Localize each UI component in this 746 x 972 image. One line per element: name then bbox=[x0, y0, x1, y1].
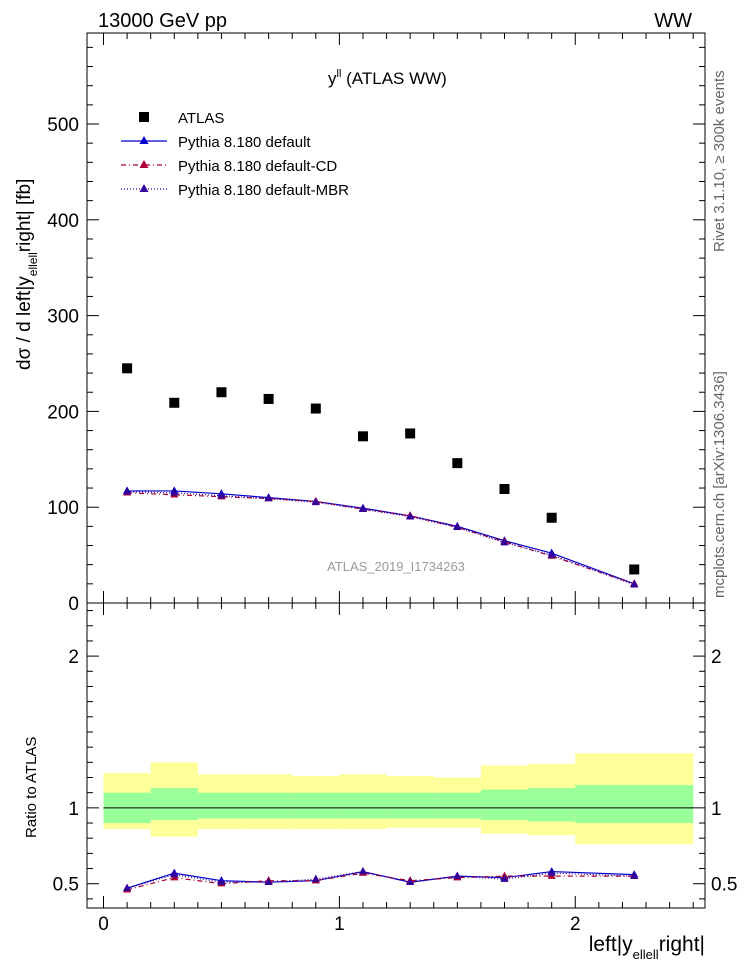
ratio-band-inner bbox=[386, 792, 434, 819]
ratio-point-mbr bbox=[123, 883, 132, 891]
ratio-line-cd bbox=[126, 872, 635, 891]
main-point-atlas bbox=[546, 512, 557, 523]
ratio-point-mbr bbox=[311, 874, 320, 882]
ratio-xtick-label: 2 bbox=[570, 914, 581, 935]
ratio-point-mbr bbox=[217, 877, 226, 885]
x-label-part-a: left|y bbox=[589, 933, 633, 956]
main-point-mbr bbox=[170, 488, 179, 496]
legend-marker-mbr bbox=[139, 184, 149, 192]
main-panel: 0 100 200 300 400 500 yll (ATLAS WW) dσ / d l… bbox=[14, 32, 706, 615]
main-point-mbr bbox=[453, 522, 462, 531]
main-y-axis-label: dσ / d left|yellellright| [fb] bbox=[14, 179, 40, 370]
main-point-mbr bbox=[311, 497, 320, 506]
rivet-version-text: Rivet 3.1.10, ≥ 300k events bbox=[711, 70, 728, 252]
ratio-xtick-label: 0 bbox=[98, 914, 109, 935]
ratio-point-mbr bbox=[170, 870, 179, 878]
mcplots-source-text: mcplots.cern.ch [arXiv:1306.3436] bbox=[711, 371, 728, 598]
ratio-line-mbr bbox=[126, 870, 635, 889]
chart-title-rest: (ATLAS WW) bbox=[341, 69, 446, 88]
ratio-point-mbr bbox=[358, 867, 368, 875]
ratio-uncertainty-bands bbox=[103, 753, 694, 845]
main-line-mbr bbox=[127, 491, 635, 586]
main-point-mbr bbox=[217, 491, 226, 499]
ratio-point-mbr bbox=[630, 871, 639, 879]
x-label-subscript: ellell bbox=[633, 947, 659, 962]
x-axis-label: left|yellellright| bbox=[589, 933, 705, 962]
main-ytick-label: 200 bbox=[47, 402, 79, 423]
legend: ATLAS Pythia 8.180 default Pythia 8.180 … bbox=[121, 110, 349, 199]
ratio-ytick-label: 2 bbox=[68, 647, 79, 668]
analysis-watermark: ATLAS_2019_I1734263 bbox=[327, 559, 465, 574]
ratio-line-default bbox=[126, 870, 635, 889]
main-point-mbr bbox=[547, 550, 556, 558]
ratio-series-layer bbox=[123, 867, 639, 893]
main-point-mbr bbox=[500, 538, 509, 546]
y-label-part-a: dσ / d left|y bbox=[14, 276, 35, 370]
x-label-part-b: right| bbox=[659, 933, 705, 956]
main-point-mbr bbox=[406, 512, 415, 520]
main-ytick-label: 500 bbox=[47, 115, 79, 136]
main-point-atlas bbox=[499, 484, 510, 494]
ratio-xtick-label: 1 bbox=[334, 914, 345, 935]
main-point-mbr bbox=[123, 487, 132, 495]
chart-title-main: y bbox=[328, 69, 337, 88]
main-point-mbr bbox=[358, 504, 368, 512]
ratio-ytick-label-right: 1 bbox=[711, 799, 722, 820]
ratio-band-inner bbox=[245, 792, 293, 819]
main-point-atlas bbox=[216, 387, 227, 398]
ratio-band-inner bbox=[150, 788, 198, 820]
ratio-point-mbr bbox=[547, 868, 556, 876]
y-label-subscript: ellell bbox=[26, 252, 40, 276]
ratio-point-mbr bbox=[453, 871, 462, 879]
main-point-mbr bbox=[630, 580, 639, 588]
main-point-atlas bbox=[357, 431, 368, 442]
ratio-point-mbr bbox=[500, 874, 509, 882]
ratio-ytick-label-right: 0.5 bbox=[711, 875, 737, 896]
ratio-panel: 0.5 0.5 1 1 2 2 0 1 2 Ratio to ATLAS bbox=[23, 602, 737, 935]
legend-label-atlas: ATLAS bbox=[178, 110, 224, 127]
main-series-layer bbox=[122, 363, 640, 588]
process-label: WW bbox=[654, 10, 692, 32]
main-ticks: 0 100 200 300 400 500 bbox=[47, 33, 705, 615]
ratio-band-inner bbox=[575, 785, 694, 824]
ratio-point-mbr bbox=[406, 877, 415, 885]
main-ytick-label: 0 bbox=[68, 594, 79, 615]
main-point-atlas bbox=[310, 403, 321, 414]
main-point-atlas bbox=[452, 458, 463, 469]
chart-title-sup: ll bbox=[337, 68, 342, 80]
ratio-ytick-label-right: 2 bbox=[711, 647, 722, 668]
legend-marker-cd bbox=[139, 160, 149, 168]
ratio-point-mbr bbox=[264, 877, 273, 885]
ratio-band-inner bbox=[197, 792, 246, 819]
legend-marker-default bbox=[139, 136, 149, 144]
main-ytick-label: 300 bbox=[47, 307, 79, 328]
legend-label-cd: Pythia 8.180 default-CD bbox=[178, 158, 337, 175]
energy-label: 13000 GeV pp bbox=[98, 10, 227, 32]
ratio-frame bbox=[86, 602, 706, 909]
ratio-ytick-label: 0.5 bbox=[53, 875, 79, 896]
main-point-atlas bbox=[629, 564, 640, 575]
legend-label-default: Pythia 8.180 default bbox=[178, 134, 311, 151]
ratio-ytick-label: 1 bbox=[68, 799, 79, 820]
main-point-atlas bbox=[122, 363, 133, 374]
legend-marker-atlas bbox=[139, 112, 149, 122]
ratio-y-axis-label: Ratio to ATLAS bbox=[23, 737, 40, 838]
main-point-atlas bbox=[263, 393, 274, 404]
main-point-mbr bbox=[264, 494, 273, 502]
y-label-part-b: right| [fb] bbox=[14, 179, 35, 253]
main-point-atlas bbox=[405, 428, 416, 439]
ratio-ticks: 0.5 0.5 1 1 2 2 0 1 2 bbox=[53, 603, 737, 935]
ratio-band-inner bbox=[339, 792, 387, 819]
chart-title: yll (ATLAS WW) bbox=[328, 68, 447, 88]
main-ytick-label: 400 bbox=[47, 211, 79, 232]
main-ytick-label: 100 bbox=[47, 498, 79, 519]
main-point-atlas bbox=[169, 397, 180, 408]
ratio-band-inner bbox=[433, 792, 481, 819]
legend-label-mbr: Pythia 8.180 default-MBR bbox=[178, 182, 349, 199]
ratio-band-inner bbox=[528, 788, 576, 822]
ratio-band-inner bbox=[292, 792, 340, 819]
ratio-band-inner bbox=[480, 789, 529, 820]
